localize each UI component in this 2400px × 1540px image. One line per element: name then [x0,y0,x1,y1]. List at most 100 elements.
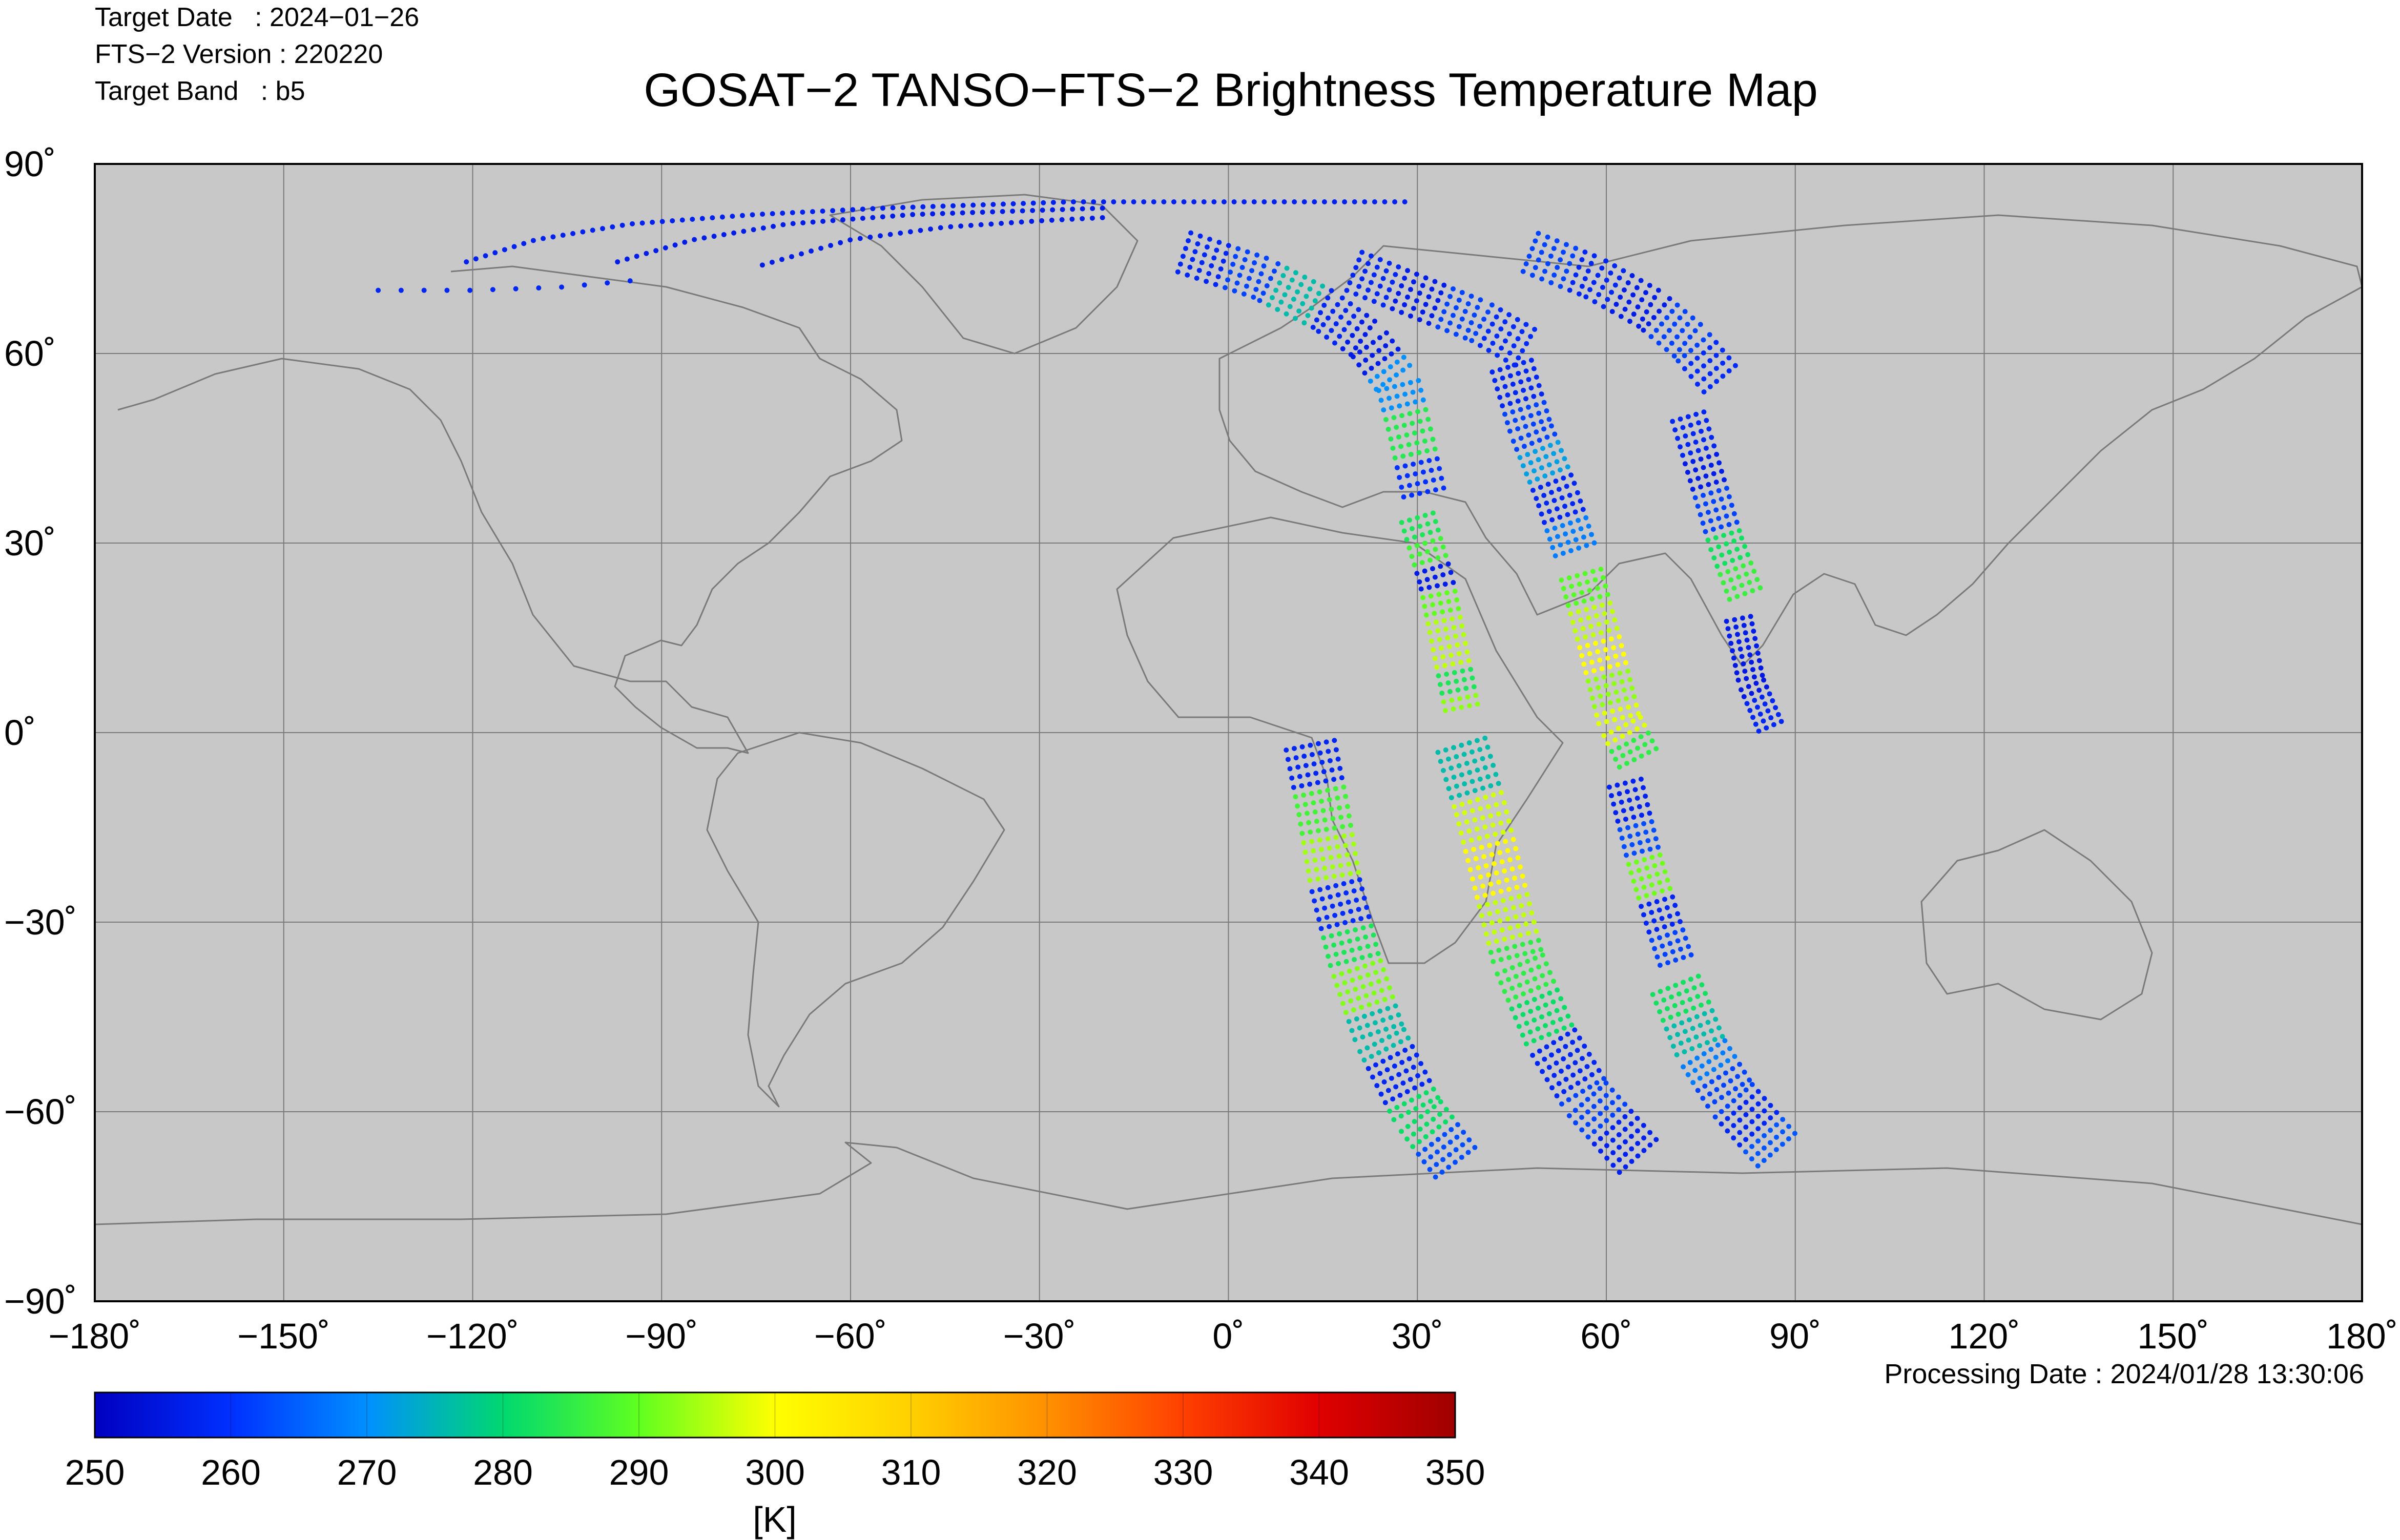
observation-point [1523,921,1529,927]
observation-point [1539,249,1544,255]
observation-point [1438,536,1443,542]
observation-point [1539,465,1544,471]
chart-title: GOSAT−2 TANSO−FTS−2 Brightness Temperatu… [644,64,1818,116]
observation-point [1206,270,1212,276]
observation-point [1473,856,1479,861]
observation-point [1453,305,1459,310]
observation-point [1447,1139,1453,1145]
observation-point [1331,777,1337,782]
observation-point [1573,245,1579,251]
observation-point [1683,433,1688,439]
observation-point [1728,577,1734,582]
observation-point [1622,780,1628,786]
observation-point [1341,949,1347,955]
y-tick-label: −60˚ [4,1092,77,1132]
observation-point [1774,1134,1780,1140]
observation-point [1408,1076,1413,1082]
observation-point [1623,852,1629,858]
observation-point [1268,276,1273,281]
observation-point [1440,544,1446,550]
observation-point [928,226,934,232]
observation-point [1624,741,1629,747]
observation-point [1575,1080,1581,1086]
observation-point [760,212,765,217]
observation-point [1695,1088,1701,1093]
observation-point [1485,804,1491,809]
observation-point [1348,822,1353,828]
observation-point [1406,545,1412,551]
observation-point [1653,1137,1659,1142]
observation-point [1427,426,1433,432]
observation-point [1367,325,1373,330]
observation-point [750,212,755,218]
observation-point [1599,666,1605,672]
observation-point [541,236,546,241]
observation-point [1507,373,1513,379]
observation-point [1721,505,1727,510]
y-tick-label: −90˚ [4,1281,77,1321]
observation-point [1581,534,1586,540]
observation-point [1703,473,1709,479]
observation-point [1579,1127,1585,1133]
observation-point [1725,569,1731,574]
observation-point [1721,580,1726,586]
observation-point [1724,588,1729,594]
observation-point [1329,328,1334,334]
observation-point [1314,867,1319,872]
x-tick-labels: −180˚ −150˚ −120˚ −90˚ −60˚ −30˚ 0˚ 30˚ 60˚ 90˚ 12… [49,1316,2398,1356]
observation-point [1617,275,1622,281]
observation-point [1456,324,1462,329]
observation-point [1630,292,1636,298]
observation-point [1321,302,1327,308]
observation-point [1202,252,1207,258]
observation-point [1343,890,1349,896]
observation-point [1579,1115,1584,1120]
observation-point [1487,843,1493,848]
observation-point [1705,537,1711,543]
observation-point [1449,795,1454,800]
observation-point [1215,274,1221,280]
observation-point [1336,961,1341,966]
observation-point [1502,411,1508,417]
observation-point [730,214,735,219]
observation-point [1414,298,1419,304]
observation-point [1494,802,1499,807]
observation-point [1380,1017,1386,1023]
observation-point [1592,640,1598,646]
observation-point [1284,265,1290,271]
observation-point [1634,285,1640,290]
observation-point [1405,268,1411,274]
observation-point [1702,1011,1707,1016]
observation-point [1327,845,1332,851]
observation-point [1454,783,1459,789]
observation-point [1287,304,1293,309]
observation-point [1561,586,1566,591]
observation-point [1332,825,1337,831]
observation-point [1610,1150,1616,1156]
observation-point [1579,283,1585,289]
observation-point [1444,301,1450,307]
observation-point [1582,249,1588,255]
observation-point [1725,626,1731,632]
observation-point [1380,382,1386,387]
observation-point [1694,368,1700,374]
observation-point [1430,436,1436,442]
observation-point [1513,846,1519,851]
observation-point [1534,429,1539,435]
observation-point [1598,1148,1603,1154]
observation-point [1435,750,1441,755]
observation-point [1445,756,1451,762]
observation-point [1233,254,1238,259]
observation-point [1349,947,1355,953]
observation-point [1612,617,1618,623]
observation-point [1500,898,1506,903]
observation-point [1641,327,1646,333]
observation-point [1516,355,1521,361]
observation-point [1207,236,1212,242]
observation-point [1081,199,1086,204]
observation-point [1354,898,1359,903]
observation-point [1310,324,1316,330]
observation-point [1755,1151,1761,1156]
observation-point [1395,1051,1400,1057]
observation-point [1722,560,1728,566]
